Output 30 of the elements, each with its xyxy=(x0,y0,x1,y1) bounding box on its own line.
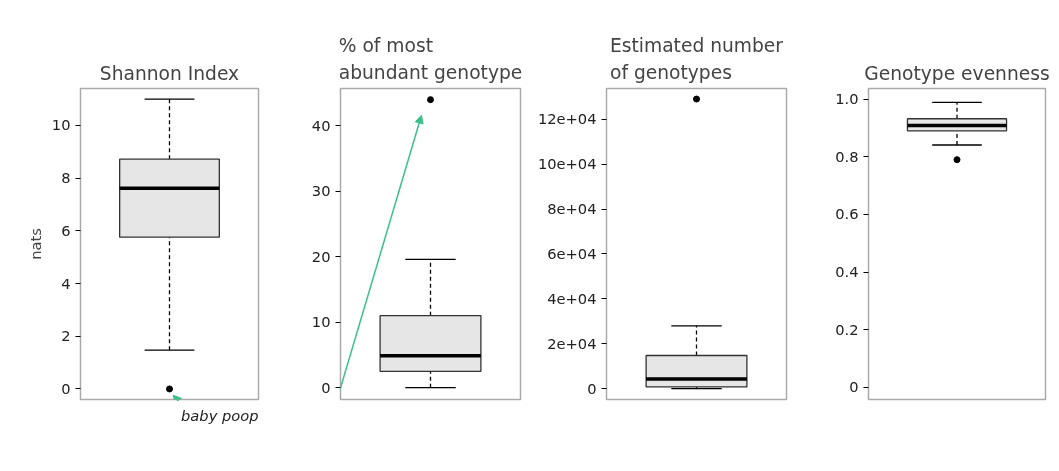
y-tick-label: 12e+04 xyxy=(537,110,597,128)
y-tick-label: 10 xyxy=(51,116,71,134)
y-axis-title: nats xyxy=(26,228,44,260)
y-tick-label: 0.4 xyxy=(835,263,859,281)
chart-title: Estimated number of genotypes xyxy=(610,35,784,84)
y-tick-label: 6 xyxy=(61,221,71,239)
y-tick-label: 40 xyxy=(311,116,331,134)
y-tick-label: 0 xyxy=(321,378,331,396)
y-tick-label: 1.0 xyxy=(835,90,859,108)
y-tick-label: 2 xyxy=(61,327,71,345)
y-tick-label: 2e+04 xyxy=(547,334,597,352)
y-tick-label: 0.8 xyxy=(835,147,859,165)
y-tick-label: 10 xyxy=(311,313,331,331)
chart-title: Genotype evenness xyxy=(864,62,1050,84)
y-tick-label: 0.2 xyxy=(835,320,859,338)
y-tick-label: 0 xyxy=(61,379,71,397)
y-tick-label: 4 xyxy=(61,274,71,292)
y-tick-label: 0 xyxy=(587,379,597,397)
y-tick-label: 8 xyxy=(61,169,71,187)
y-tick-label: 20 xyxy=(311,247,331,265)
y-tick-label: 4e+04 xyxy=(547,289,597,307)
y-tick-label: 30 xyxy=(311,182,331,200)
y-tick-label: 0.6 xyxy=(835,205,859,223)
chart-title: Shannon Index xyxy=(99,62,240,84)
y-tick-label: 6e+04 xyxy=(547,244,597,262)
chart-title: % of most abundant genotype xyxy=(338,35,523,84)
y-tick-label: 8e+04 xyxy=(547,200,597,218)
y-tick-label: 10e+04 xyxy=(537,155,597,173)
y-tick-label: 0 xyxy=(849,378,859,396)
text: baby poop xyxy=(181,406,259,424)
